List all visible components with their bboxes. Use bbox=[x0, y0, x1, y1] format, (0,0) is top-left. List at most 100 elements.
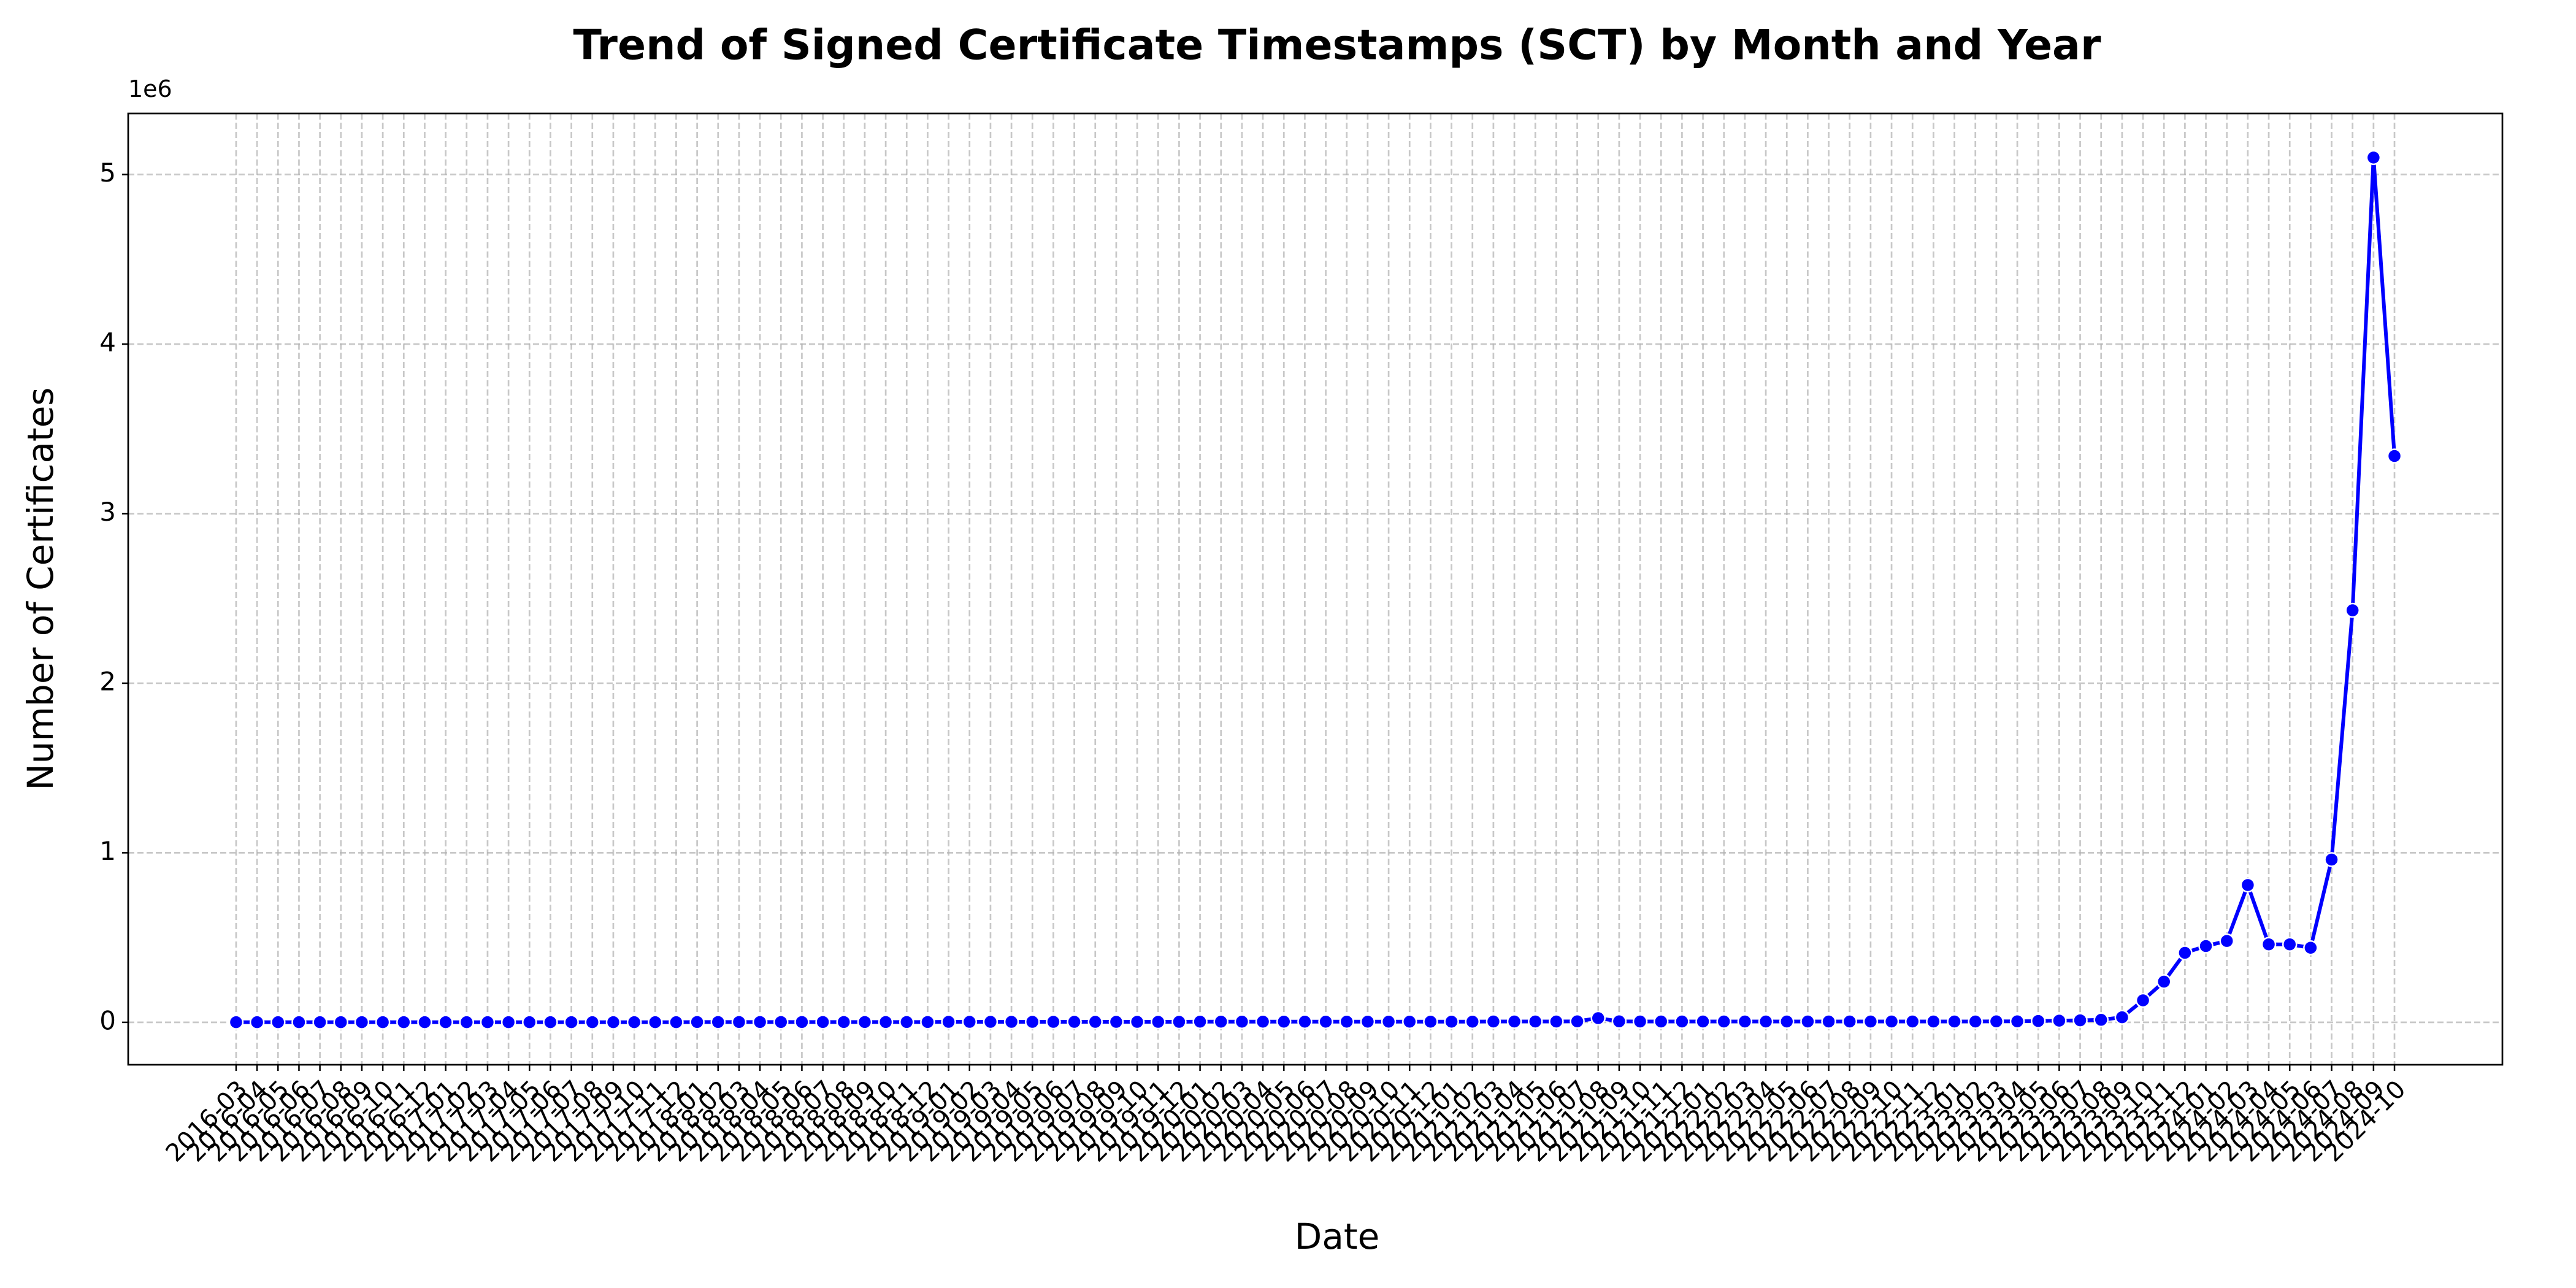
point bbox=[605, 1014, 621, 1030]
point bbox=[1570, 1013, 1585, 1029]
point bbox=[1213, 1014, 1229, 1030]
point bbox=[1087, 1014, 1103, 1030]
y-tick-label: 1 bbox=[99, 836, 116, 866]
point bbox=[249, 1014, 265, 1030]
point bbox=[689, 1014, 705, 1030]
point bbox=[2366, 150, 2382, 166]
point bbox=[1067, 1014, 1082, 1030]
point bbox=[752, 1014, 768, 1030]
point bbox=[626, 1014, 642, 1030]
point bbox=[1549, 1014, 1564, 1029]
point bbox=[878, 1014, 894, 1030]
point bbox=[1821, 1014, 1836, 1029]
point bbox=[1108, 1014, 1124, 1030]
point bbox=[1842, 1014, 1857, 1029]
point bbox=[1926, 1014, 1941, 1029]
point bbox=[543, 1014, 558, 1030]
point bbox=[2386, 448, 2402, 464]
point bbox=[2345, 602, 2360, 618]
point bbox=[291, 1014, 307, 1030]
point bbox=[1947, 1014, 1962, 1029]
point bbox=[417, 1014, 432, 1030]
point bbox=[2135, 992, 2151, 1008]
point bbox=[2282, 937, 2298, 952]
y-tick-label: 5 bbox=[99, 158, 116, 188]
point bbox=[2198, 938, 2214, 954]
point bbox=[815, 1014, 830, 1030]
point bbox=[522, 1014, 537, 1030]
point bbox=[1737, 1014, 1753, 1029]
point bbox=[920, 1014, 935, 1030]
chart-title: Trend of Signed Certificate Timestamps (… bbox=[573, 21, 2101, 70]
point bbox=[2261, 937, 2277, 952]
point bbox=[2219, 933, 2234, 949]
point bbox=[1465, 1014, 1480, 1030]
point bbox=[1653, 1014, 1669, 1029]
point bbox=[1025, 1014, 1040, 1030]
point bbox=[1695, 1014, 1711, 1029]
point bbox=[857, 1014, 873, 1030]
point bbox=[2240, 877, 2256, 893]
point bbox=[836, 1014, 852, 1030]
y-tick-label: 3 bbox=[99, 497, 116, 527]
point bbox=[941, 1014, 956, 1030]
point bbox=[2009, 1013, 2025, 1029]
point bbox=[2093, 1012, 2109, 1027]
point bbox=[2177, 945, 2193, 960]
point bbox=[669, 1014, 684, 1030]
point bbox=[1360, 1014, 1376, 1030]
point bbox=[1968, 1014, 1983, 1029]
point bbox=[500, 1014, 516, 1030]
point bbox=[270, 1014, 286, 1030]
point bbox=[1381, 1014, 1397, 1030]
point bbox=[312, 1014, 328, 1030]
point bbox=[1234, 1014, 1250, 1030]
point bbox=[2052, 1013, 2067, 1029]
point bbox=[1276, 1014, 1292, 1030]
point bbox=[1255, 1014, 1271, 1030]
point bbox=[1779, 1014, 1795, 1029]
point bbox=[1339, 1014, 1354, 1030]
point bbox=[1046, 1014, 1061, 1030]
point bbox=[710, 1014, 726, 1030]
point bbox=[2303, 940, 2318, 956]
point bbox=[1611, 1013, 1627, 1029]
point bbox=[459, 1014, 475, 1030]
point bbox=[1674, 1014, 1690, 1029]
point bbox=[2324, 852, 2339, 867]
point bbox=[2156, 974, 2172, 989]
line bbox=[236, 155, 2397, 1024]
point bbox=[1716, 1014, 1731, 1029]
point bbox=[1485, 1014, 1501, 1029]
y-offset-label: 1e6 bbox=[128, 75, 172, 102]
point bbox=[1129, 1014, 1145, 1030]
point bbox=[1003, 1014, 1019, 1030]
point bbox=[2030, 1013, 2046, 1029]
point bbox=[1758, 1014, 1774, 1029]
point bbox=[1318, 1014, 1333, 1030]
point bbox=[1904, 1014, 1920, 1029]
point bbox=[333, 1014, 349, 1030]
point bbox=[480, 1014, 496, 1030]
plot-frame bbox=[127, 112, 2504, 1066]
point bbox=[983, 1014, 999, 1030]
point bbox=[1297, 1014, 1313, 1030]
point bbox=[1151, 1014, 1166, 1030]
point bbox=[1444, 1014, 1459, 1030]
y-tick-label: 2 bbox=[99, 666, 116, 696]
point bbox=[1800, 1014, 1815, 1029]
point bbox=[228, 1014, 244, 1030]
point bbox=[1401, 1014, 1417, 1030]
point bbox=[1527, 1014, 1543, 1029]
point bbox=[731, 1014, 747, 1030]
point bbox=[1632, 1014, 1648, 1029]
y-axis-label: Number of Certificates bbox=[20, 387, 61, 790]
point bbox=[396, 1014, 412, 1030]
point bbox=[1863, 1014, 1879, 1029]
point bbox=[1423, 1014, 1438, 1030]
point bbox=[1988, 1013, 2004, 1029]
point bbox=[2072, 1013, 2088, 1028]
point bbox=[794, 1014, 810, 1030]
x-axis-label: Date bbox=[1295, 1216, 1380, 1257]
point bbox=[564, 1014, 579, 1030]
